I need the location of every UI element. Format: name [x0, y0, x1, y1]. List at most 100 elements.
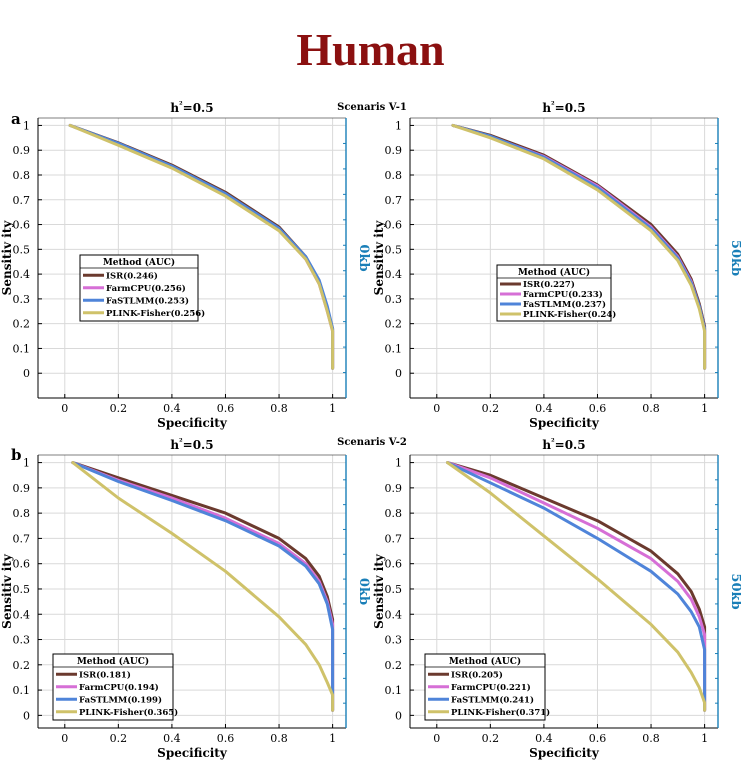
y-tick-label: 0.8: [385, 507, 403, 520]
y-tick-label: 0.7: [13, 194, 31, 207]
series-line-plink-fisher: [68, 123, 335, 370]
chart-title: h²=0.5: [170, 99, 213, 115]
y-tick-label: 1: [23, 457, 30, 470]
chart-panel: 0 0.2 0.4 0.6 0.8 1 0 0.1 0.2 0.3 0.4 0.5 0.6 0.7 0.8 0…: [372, 99, 741, 430]
x-tick-label: 1: [329, 732, 336, 745]
y-tick-label: 0.5: [385, 243, 403, 256]
x-tick-label: 0.4: [535, 402, 553, 415]
y-tick-label: 0.1: [385, 684, 403, 697]
legend-entry: FarmCPU(0.256): [106, 283, 186, 294]
scenario-label: Scenaris V-2: [337, 437, 407, 448]
y-tick-label: 1: [395, 457, 402, 470]
legend-entry: ISR(0.181): [79, 669, 131, 680]
x-tick-label: 0.4: [163, 402, 181, 415]
legend-title: Method (AUC): [77, 656, 149, 667]
x-tick-label: 0.4: [535, 732, 553, 745]
chart-title: h²=0.5: [170, 436, 213, 452]
y-tick-label: 0.3: [13, 293, 31, 306]
y-tick-label: 0.2: [385, 659, 403, 672]
legend: Method (AUC) ISR(0.246) FarmCPU(0.256)FaST…: [79, 254, 205, 322]
x-tick-label: 1: [701, 732, 708, 745]
x-tick-label: 0.8: [270, 402, 288, 415]
legend-entry: FaSTLMM(0.199): [79, 694, 162, 705]
x-axis-label: Specificity: [157, 416, 228, 430]
x-axis-label: Specificity: [529, 416, 600, 430]
x-tick-label: 0.4: [163, 732, 181, 745]
x-tick-label: 0.2: [482, 402, 500, 415]
x-tick-label: 0.2: [110, 732, 128, 745]
series-line-fastlmm: [446, 461, 707, 712]
legend-entry: FaSTLMM(0.241): [451, 694, 534, 705]
x-tick-label: 0.6: [217, 732, 235, 745]
chart-title: h²=0.5: [542, 99, 585, 115]
y-tick-label: 0.9: [385, 144, 403, 157]
legend-title: Method (AUC): [518, 267, 590, 278]
legend-entry: ISR(0.205): [451, 669, 503, 680]
y-tick-label: 0.2: [13, 659, 31, 672]
y-tick-label: 0.7: [385, 532, 403, 545]
legend-entry: FaSTLMM(0.253): [106, 295, 189, 306]
legend-title: Method (AUC): [449, 656, 521, 667]
x-tick-label: 0.8: [270, 732, 288, 745]
legend-entry: PLINK-Fisher(0.365): [79, 707, 178, 718]
panel-letter: a: [11, 110, 21, 128]
x-tick-label: 1: [701, 402, 708, 415]
series-line-plink-fisher: [71, 461, 335, 712]
x-axis-label: Specificity: [157, 746, 228, 760]
panel-letter: b: [11, 446, 22, 464]
series-line-plink-fisher: [451, 123, 707, 370]
y-tick-label: 0.3: [13, 634, 31, 647]
y-tick-label: 0.3: [385, 293, 403, 306]
y-tick-label: 0.9: [13, 144, 31, 157]
x-tick-label: 0.6: [589, 402, 607, 415]
right-axis-label: 50kb: [728, 573, 741, 609]
series-line-plink-fisher: [446, 461, 707, 712]
x-tick-label: 0.8: [642, 402, 660, 415]
x-tick-label: 1: [329, 402, 336, 415]
chart-panel: 0 0.2 0.4 0.6 0.8 1 0 0.1 0.2 0.3 0.4 0.5 0.6 0.7 0.8 0…: [0, 436, 371, 760]
right-axis-label: 0kb: [356, 578, 371, 605]
y-tick-label: 0.4: [13, 608, 31, 621]
y-axis-label: Sensitiv ity: [0, 220, 14, 296]
legend: Method (AUC) ISR(0.205) FarmCPU(0.221)FaST…: [424, 653, 550, 721]
y-tick-label: 0.6: [13, 219, 31, 232]
y-tick-label: 0.8: [13, 507, 31, 520]
x-tick-label: 0.2: [482, 732, 500, 745]
y-tick-label: 0.6: [385, 219, 403, 232]
y-tick-label: 0.4: [385, 268, 403, 281]
chart-panel: 0 0.2 0.4 0.6 0.8 1 0 0.1 0.2 0.3 0.4 0.5 0.6 0.7 0.8 0…: [0, 99, 371, 430]
x-tick-label: 0.6: [589, 732, 607, 745]
y-tick-label: 0.6: [13, 558, 31, 571]
y-tick-label: 0.4: [13, 268, 31, 281]
right-axis-label: 50kb: [728, 240, 741, 276]
y-tick-label: 0.7: [385, 194, 403, 207]
y-tick-label: 0.9: [13, 482, 31, 495]
y-tick-label: 1: [23, 119, 30, 132]
y-tick-label: 0.1: [13, 342, 31, 355]
y-tick-label: 0.2: [385, 318, 403, 331]
x-tick-label: 0: [433, 402, 440, 415]
series-line-fastlmm: [71, 461, 335, 712]
legend-entry: PLINK-Fisher(0.371): [451, 707, 550, 718]
y-tick-label: 0.3: [385, 634, 403, 647]
x-tick-label: 0.6: [217, 402, 235, 415]
series-line-farmcpu: [446, 461, 707, 712]
legend-entry: FarmCPU(0.194): [79, 682, 159, 693]
legend-title: Method (AUC): [103, 257, 175, 268]
legend-entry: PLINK-Fisher(0.256): [106, 308, 205, 319]
y-tick-label: 0: [395, 709, 402, 722]
legend: Method (AUC) ISR(0.181) FarmCPU(0.194)FaST…: [52, 653, 178, 721]
y-tick-label: 0: [23, 367, 30, 380]
y-tick-label: 0.2: [13, 318, 31, 331]
legend-entry: FarmCPU(0.221): [451, 682, 531, 693]
legend-entry: ISR(0.227): [523, 279, 575, 290]
y-axis-label: Sensitiv ity: [372, 553, 386, 629]
scenario-label: Scenaris V-1: [337, 102, 407, 113]
y-tick-label: 0.5: [385, 583, 403, 596]
y-tick-label: 0.8: [385, 169, 403, 182]
y-tick-label: 1: [395, 119, 402, 132]
legend-entry: PLINK-Fisher(0.24): [523, 309, 616, 320]
legend-entry: FarmCPU(0.233): [523, 289, 603, 300]
y-tick-label: 0.8: [13, 169, 31, 182]
